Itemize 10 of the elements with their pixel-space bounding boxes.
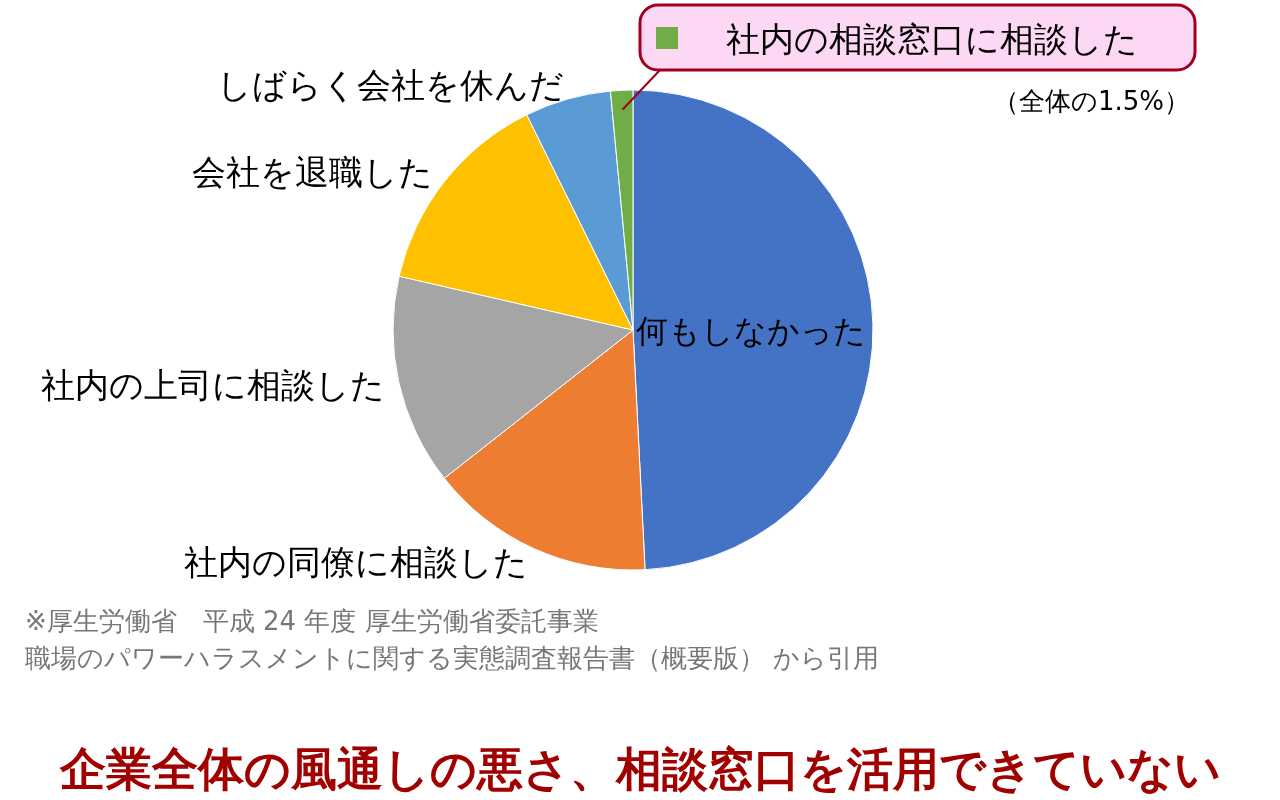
slice-label: 社内の上司に相談した	[40, 365, 385, 406]
text: 職場のパワーハラスメントに関する実態調査報告書（概要版） から引用	[25, 643, 880, 673]
slice-label: しばらく会社を休んだ	[216, 65, 564, 106]
legend-label: 社内の相談窓口に相談した	[725, 19, 1138, 59]
slice-label: 会社を退職した	[192, 152, 434, 193]
text: ※厚生労働省 平成 24 年度 厚生労働省委託事業	[25, 606, 599, 636]
slice-label: 社内の同僚に相談した	[183, 541, 528, 582]
data-label: （全体の1.5%）	[992, 86, 1190, 116]
text: 企業全体の風通しの悪さ、相談窓口を活用できていない	[58, 742, 1221, 796]
slice-label: 何もしなかった	[636, 312, 866, 350]
